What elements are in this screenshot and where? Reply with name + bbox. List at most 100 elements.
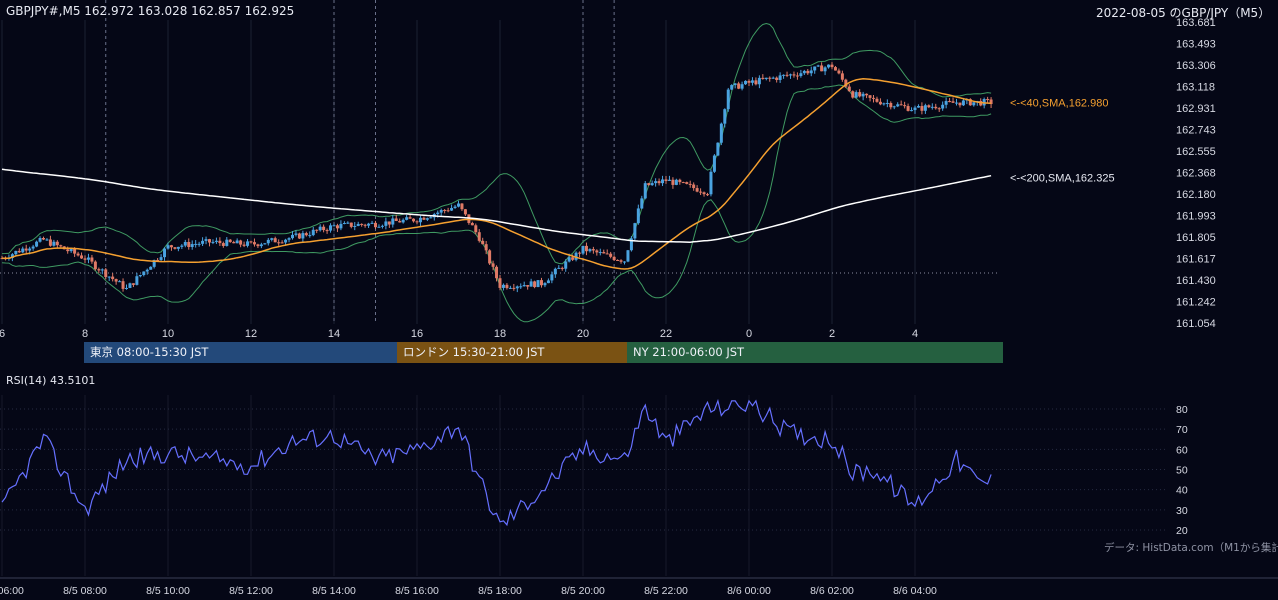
candle-body: [623, 261, 626, 263]
rsi-label: RSI(14) 43.5101: [6, 374, 96, 387]
price-tick-label: 162.743: [1176, 124, 1216, 136]
sma40-label: <-<40,SMA,162.980: [1010, 97, 1108, 109]
candle-body: [114, 279, 118, 282]
time-tick-label: 8: [82, 328, 88, 340]
date-tick-label: 8/6 04:00: [893, 585, 937, 597]
candle-body: [111, 276, 115, 280]
candle-body: [218, 240, 222, 244]
candle-body: [28, 248, 32, 251]
candle-body: [602, 252, 606, 254]
price-tick-label: 162.180: [1176, 189, 1216, 201]
time-tick-label: 18: [494, 328, 506, 340]
candle-body: [367, 223, 371, 226]
candle-body: [910, 110, 914, 112]
data-credit: データ: HistData.com（M1から集計）: [1104, 542, 1278, 554]
time-tick-label: 4: [912, 328, 918, 340]
candle-body: [806, 70, 810, 74]
time-tick-label: 22: [660, 328, 672, 340]
rsi-tick-label: 40: [1176, 485, 1188, 497]
date-tick-label: 8/5 16:00: [395, 585, 439, 597]
candle-body: [598, 252, 602, 254]
candle-body: [107, 276, 111, 278]
candle-body: [584, 245, 588, 252]
candle-body: [242, 244, 246, 246]
candle-body: [515, 286, 519, 289]
candle-body: [605, 253, 609, 255]
candle-body: [750, 80, 754, 83]
candle-body: [135, 276, 139, 285]
candle-body: [961, 100, 965, 106]
candle-body: [142, 271, 146, 275]
candle-body: [408, 217, 412, 219]
candle-body: [294, 233, 298, 235]
date-tick-label: 8/6 00:00: [727, 585, 771, 597]
candle-body: [501, 284, 505, 288]
candle-body: [221, 243, 225, 246]
candle-body: [861, 93, 865, 97]
candle-body: [280, 242, 284, 244]
candle-body: [643, 183, 647, 199]
candle-body: [284, 239, 288, 243]
candle-body: [768, 77, 772, 79]
candle-body: [730, 85, 734, 90]
candle-body: [439, 209, 443, 213]
candle-body: [138, 274, 142, 277]
candle-body: [311, 229, 315, 236]
candle-body: [647, 183, 651, 186]
candle-body: [695, 188, 699, 192]
candle-body: [540, 280, 543, 286]
candle-body: [654, 181, 658, 184]
candle-body: [246, 241, 250, 246]
candle-body: [405, 217, 409, 220]
candle-body: [609, 253, 613, 257]
candle-body: [802, 70, 806, 74]
candle-body: [201, 240, 205, 244]
candle-body: [754, 80, 758, 85]
candle-body: [180, 245, 184, 247]
candle-body: [315, 229, 319, 231]
candle-body: [526, 285, 530, 287]
candle-body: [380, 225, 384, 227]
candle-body: [872, 97, 875, 99]
candle-body: [35, 241, 39, 247]
candle-body: [228, 239, 232, 243]
candle-body: [457, 203, 460, 207]
price-tick-label: 163.493: [1176, 39, 1216, 51]
candle-body: [235, 240, 239, 244]
candle-body: [865, 93, 869, 96]
date-tick-label: 8/5 12:00: [229, 585, 273, 597]
candle-body: [14, 250, 18, 255]
candle-body: [543, 283, 547, 286]
candle-body: [716, 142, 720, 156]
time-tick-label: 14: [328, 328, 340, 340]
candle-body: [688, 183, 692, 185]
candle-body: [522, 285, 526, 287]
candle-body: [816, 65, 820, 67]
candle-body: [560, 267, 564, 269]
candle-body: [232, 242, 236, 244]
candle-body: [453, 206, 457, 209]
candle-body: [858, 92, 862, 97]
candle-body: [97, 269, 101, 271]
candle-body: [854, 92, 858, 98]
candle-body: [270, 238, 274, 240]
candle-body: [733, 83, 737, 86]
candle-body: [878, 101, 882, 105]
candle-body: [757, 77, 761, 85]
sma40-line: [1, 78, 992, 270]
candle-body: [533, 281, 537, 288]
candle-body: [370, 222, 374, 224]
candle-body: [356, 223, 360, 226]
candle-body: [363, 224, 367, 226]
candle-body: [761, 77, 765, 79]
candle-body: [889, 102, 893, 108]
candle-body: [650, 183, 654, 186]
candle-body: [785, 74, 789, 76]
candle-body: [840, 73, 844, 80]
date-tick-label: 8/5 14:00: [312, 585, 356, 597]
candle-body: [332, 225, 336, 227]
candle-body: [86, 257, 90, 260]
candle-body: [325, 230, 329, 232]
candle-body: [225, 239, 229, 246]
candle-body: [384, 221, 388, 226]
